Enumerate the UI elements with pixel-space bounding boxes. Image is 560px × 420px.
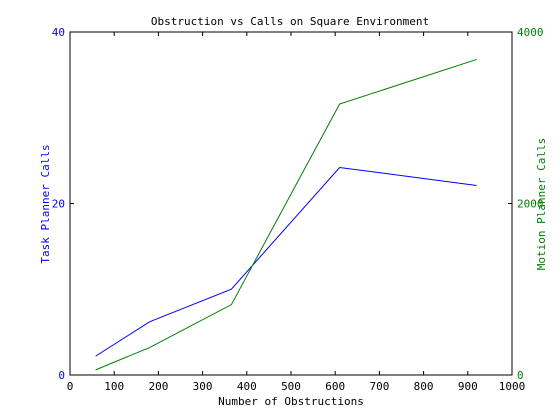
x-tick-label: 1000 [499, 380, 526, 393]
plot-frame [69, 31, 513, 376]
x-tick-label: 200 [148, 380, 168, 393]
y-right-tick-label: 2000 [517, 198, 544, 211]
y-right-tick-label: 4000 [517, 26, 544, 39]
x-tick-label: 300 [193, 380, 213, 393]
y-left-tick-label: 0 [58, 369, 65, 382]
y-right-tick-label: 0 [517, 369, 524, 382]
x-tick-label: 700 [369, 380, 389, 393]
x-tick-label: 400 [237, 380, 257, 393]
x-tick-label: 600 [325, 380, 345, 393]
y-left-tick-label: 40 [52, 26, 65, 39]
axis-ticks: 0 100 200 300 400 500 600 700 800 900 100002040020… [52, 26, 544, 393]
y-axis-label-left: Task Planner Calls [39, 144, 52, 263]
task-planner-series-line [95, 166, 477, 357]
motion-planner-series-line [95, 58, 477, 371]
x-tick-label: 800 [414, 380, 434, 393]
x-axis-label: Number of Obstructions [218, 395, 364, 408]
x-tick-label: 900 [458, 380, 478, 393]
chart-title: Obstruction vs Calls on Square Environme… [151, 15, 429, 28]
y-left-tick-label: 20 [52, 198, 65, 211]
series-lines [95, 58, 477, 371]
x-tick-label: 0 [67, 380, 74, 393]
y-axis-label-right: Motion Planner Calls [535, 138, 548, 270]
x-tick-label: 500 [281, 380, 301, 393]
x-tick-label: 100 [104, 380, 124, 393]
